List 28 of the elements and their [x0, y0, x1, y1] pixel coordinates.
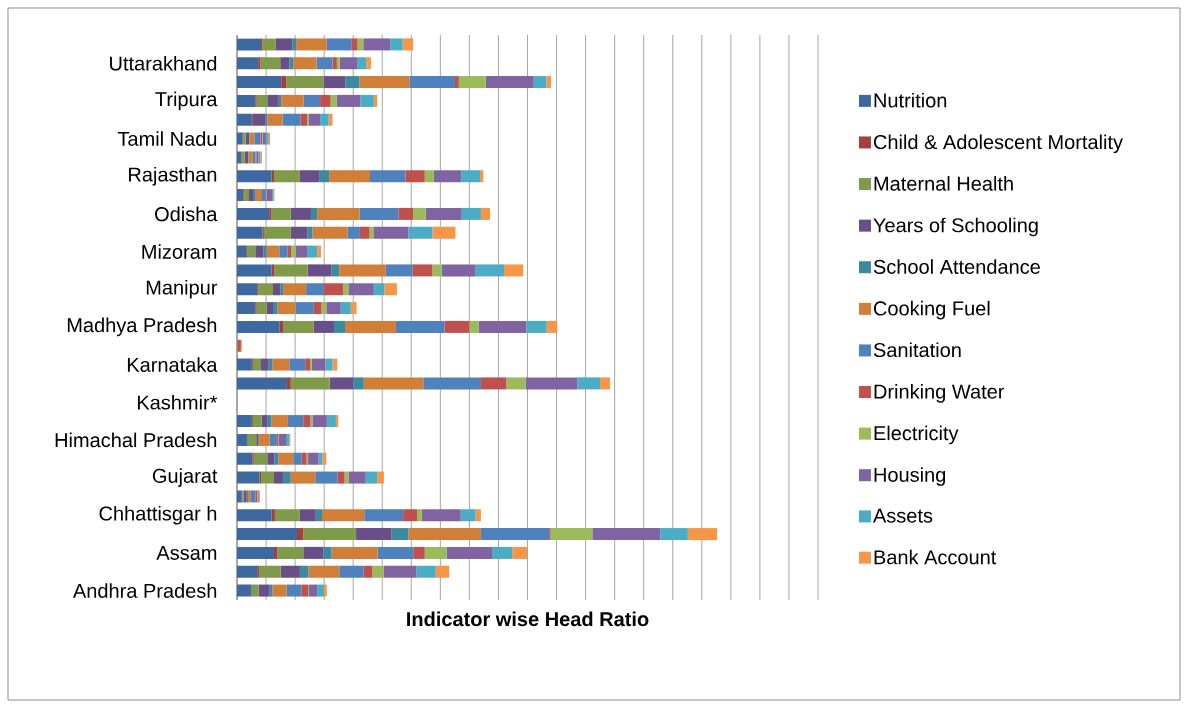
legend-label: Bank Account [874, 549, 997, 565]
y-tick-label: Andhra Pradesh [72, 583, 217, 598]
y-tick-label: Tamil Nadu [117, 131, 217, 146]
legend-label: Sanitation [873, 342, 961, 358]
legend-label: Assets [873, 508, 933, 523]
y-tick-label: Kashmir* [137, 394, 218, 410]
y-tick-label: Himachal Pradesh [55, 432, 217, 448]
legend-label: Nutrition [874, 92, 947, 108]
y-tick-label: Assam [156, 545, 217, 560]
legend-label: Maternal Health [874, 176, 1013, 191]
legend-label: Cooking Fuel [873, 300, 990, 320]
y-tick-label: Gujarat [152, 468, 218, 487]
legend-label: School Attendance [873, 259, 1040, 274]
y-tick-label: Rajasthan [129, 166, 217, 186]
y-tick-label: Odisha [155, 206, 218, 222]
y-tick-label: Chhattisgar h [99, 505, 217, 525]
x-axis-title: Indicator wise Head Ratio [407, 611, 649, 627]
y-tick-label: Manipur [146, 279, 218, 299]
y-tick-label: Madhya Pradesh [67, 317, 217, 337]
legend-label: Electricity [874, 425, 959, 445]
y-tick-label: Uttarakhand [110, 55, 217, 71]
legend-label: Child & Adolescent Mortality [873, 134, 1123, 154]
legend-label: Years of Schooling [873, 217, 1038, 237]
legend-label: Drinking Water [874, 384, 1005, 403]
y-tick-label: Mizoram [142, 244, 217, 259]
y-tick-label: Karnataka [127, 357, 218, 372]
legend-label: Housing [874, 467, 946, 486]
y-tick-label: Tripura [155, 91, 218, 111]
